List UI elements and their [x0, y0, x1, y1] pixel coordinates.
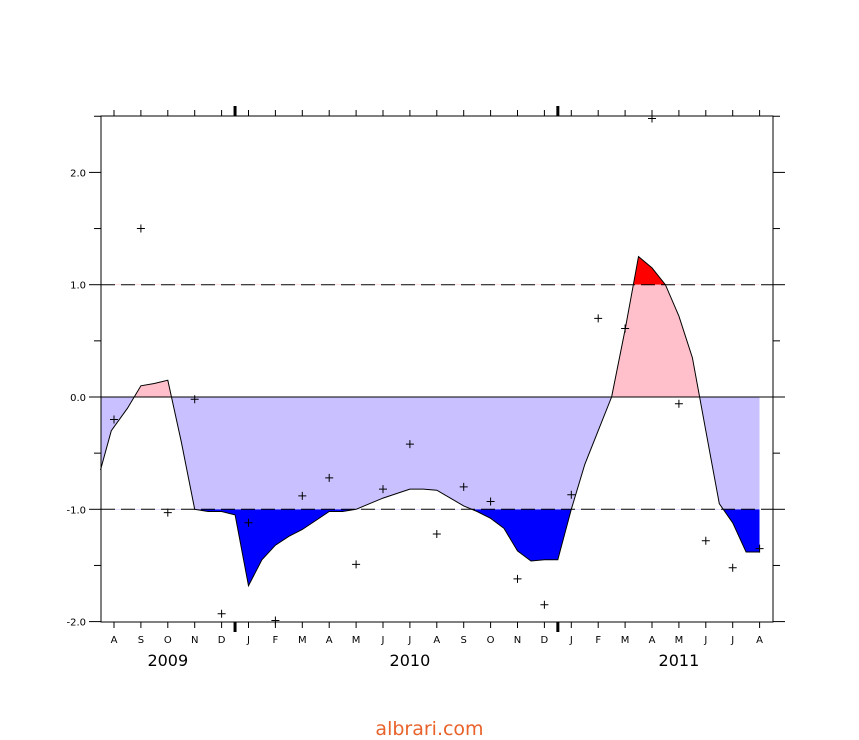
y-tick-label: -2.0 — [66, 618, 86, 629]
x-tick-label: J — [730, 635, 734, 646]
anomaly-area-fills — [100, 256, 760, 586]
x-tick-label: N — [514, 635, 521, 646]
year-label: 2009 — [147, 651, 188, 670]
smoothed-line — [100, 255, 760, 588]
x-tick-label: O — [164, 635, 172, 646]
x-tick-label: J — [703, 635, 707, 646]
monthly-point — [459, 482, 468, 491]
fill-above-zero — [100, 284, 760, 398]
y-tick-label: 0.0 — [70, 393, 86, 404]
x-tick-label: A — [111, 635, 118, 646]
plot-frame — [89, 106, 785, 632]
monthly-point — [594, 314, 603, 323]
y-tick-label: 1.0 — [70, 281, 86, 292]
x-tick-label: S — [138, 635, 144, 646]
monthly-point — [298, 491, 307, 500]
monthly-point — [163, 508, 172, 517]
x-tick-label: S — [461, 635, 467, 646]
reference-lines — [101, 284, 773, 510]
x-tick-label: O — [487, 635, 495, 646]
monthly-point — [379, 485, 387, 494]
axis-labels: A S O N D J F M A M J J A S O N D J F M A M J J A 2009 2010 2011 -2.… — [66, 168, 763, 670]
x-tick-label: J — [407, 635, 411, 646]
monthly-point — [190, 395, 199, 404]
monthly-point — [621, 324, 630, 333]
x-tick-label: J — [246, 635, 250, 646]
monthly-point — [110, 415, 118, 424]
monthly-point — [432, 530, 441, 539]
x-tick-label: A — [433, 635, 440, 646]
monthly-point — [244, 518, 253, 527]
x-tick-label: M — [621, 635, 630, 646]
x-tick-label: D — [218, 635, 226, 646]
year-label: 2011 — [659, 651, 700, 670]
y-tick-label: 2.0 — [70, 168, 86, 179]
x-tick-label: M — [675, 635, 684, 646]
x-tick-label: N — [191, 635, 198, 646]
monthly-point — [486, 497, 495, 506]
monthly-point — [674, 399, 683, 408]
monthly-point — [728, 563, 737, 572]
year-label: 2010 — [390, 651, 431, 670]
monthly-points — [110, 114, 764, 625]
smoothed-curve — [100, 255, 760, 588]
x-tick-label: J — [569, 635, 573, 646]
fill-below-threshold — [100, 509, 760, 586]
monthly-point — [325, 473, 334, 482]
monthly-point — [136, 224, 145, 233]
x-tick-label: F — [595, 635, 601, 646]
fill-above-threshold — [633, 256, 666, 285]
x-tick-label: A — [649, 635, 656, 646]
x-tick-label: A — [326, 635, 333, 646]
monthly-point — [217, 609, 226, 618]
x-tick-label: M — [352, 635, 361, 646]
monthly-point — [567, 490, 576, 499]
monthly-point — [352, 560, 361, 569]
monthly-point — [405, 440, 414, 449]
x-tick-label: D — [541, 635, 549, 646]
monthly-point — [513, 574, 522, 583]
chart-canvas: A S O N D J F M A M J J A S O N D J F M A M J J A 2009 2010 2011 -2.… — [66, 106, 785, 670]
fill-below-zero — [100, 397, 760, 510]
monthly-point — [755, 544, 764, 553]
x-tick-label: F — [273, 635, 279, 646]
y-tick-label: -1.0 — [66, 505, 86, 516]
watermark: albrari.com — [375, 718, 484, 740]
x-tick-label: J — [381, 635, 385, 646]
x-tick-label: M — [298, 635, 307, 646]
monthly-point — [701, 536, 710, 545]
x-tick-label: A — [756, 635, 763, 646]
monthly-point — [540, 600, 549, 609]
